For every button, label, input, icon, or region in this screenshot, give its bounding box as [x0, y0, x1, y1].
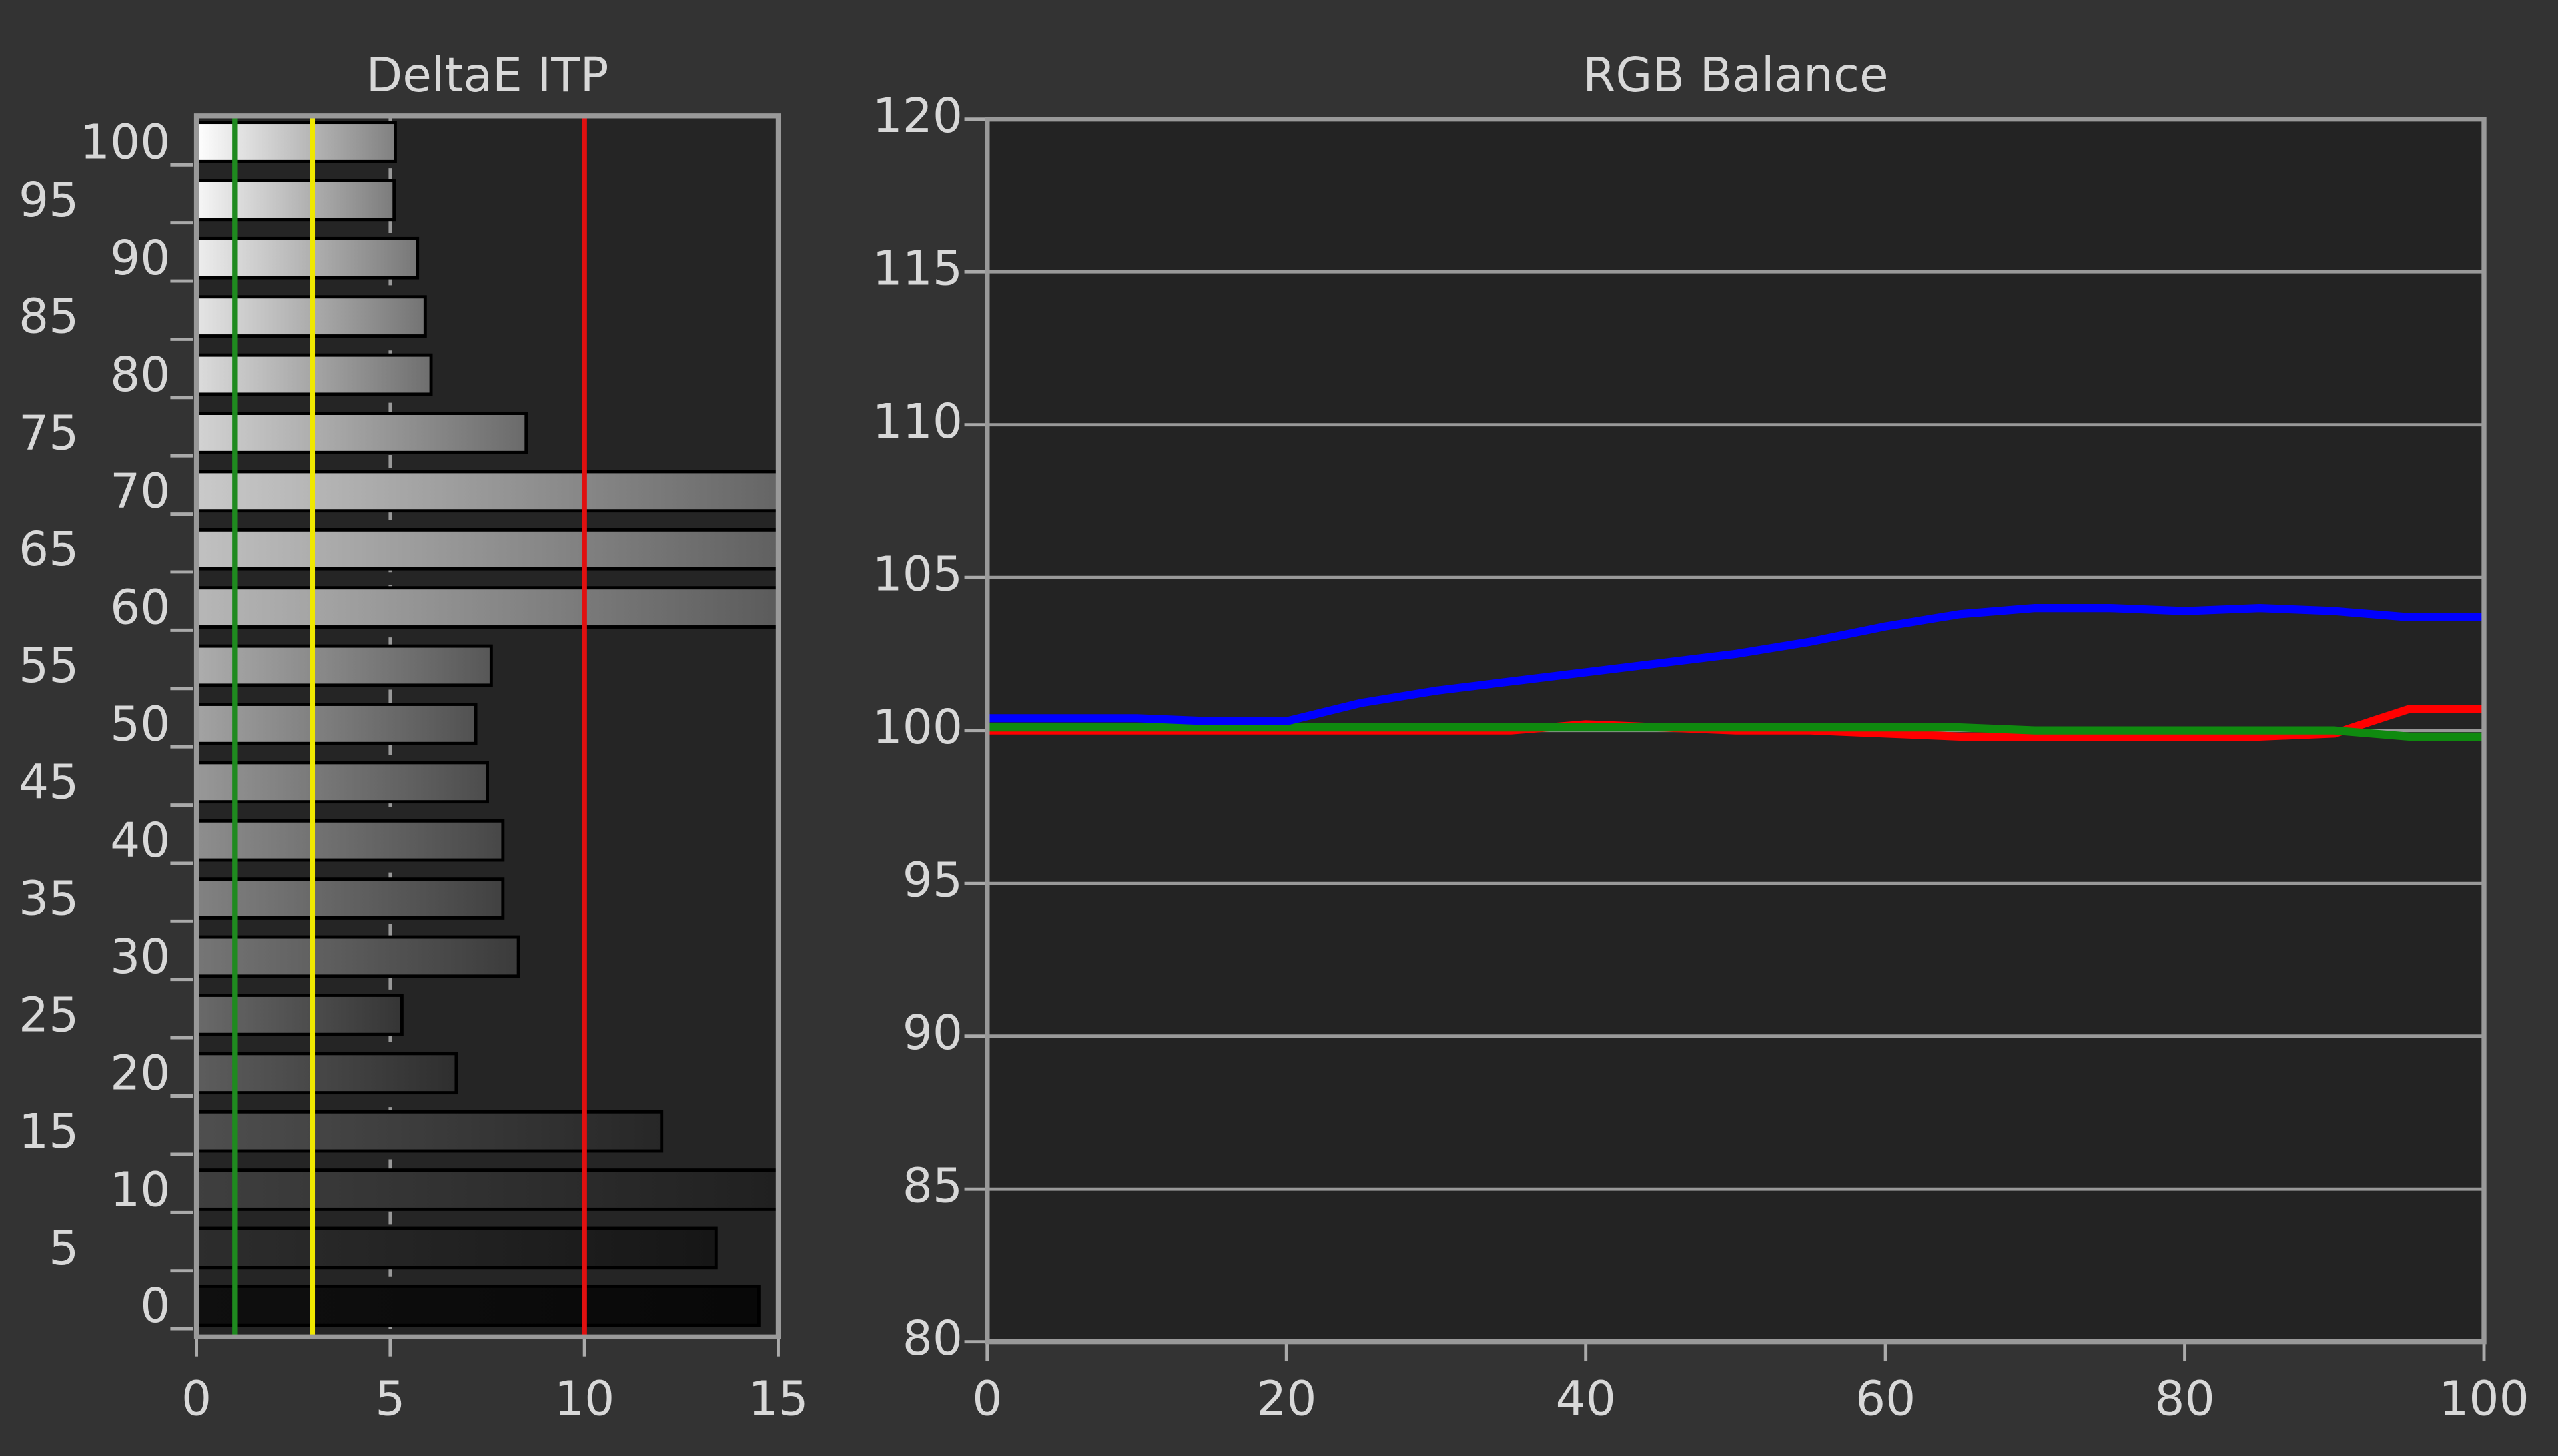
plot-border [193, 113, 781, 1339]
y-tick-label: 80 [903, 1311, 963, 1366]
y-tick-label: 60 [110, 580, 170, 635]
bar [195, 121, 397, 163]
y-tick-label: 80 [110, 347, 170, 402]
y-tick-label: 0 [140, 1278, 170, 1333]
x-tick-label: 10 [554, 1371, 614, 1427]
bar [195, 1110, 664, 1153]
bar [195, 819, 505, 862]
bar [195, 703, 478, 745]
y-tick-label: 85 [19, 289, 79, 344]
bar [195, 1168, 780, 1211]
y-tick-label: 55 [19, 638, 79, 693]
y-tick-label: 5 [49, 1220, 79, 1275]
bar [195, 761, 489, 804]
chart-title: DeltaE ITP [366, 47, 609, 103]
bar [195, 470, 780, 513]
y-tick-label: 35 [19, 871, 79, 926]
y-tick-label: 15 [19, 1104, 79, 1159]
y-tick-label: 120 [873, 88, 963, 143]
x-tick-label: 0 [181, 1371, 211, 1427]
bar [195, 236, 420, 280]
y-tick-label: 105 [873, 547, 963, 602]
y-tick-label: 100 [80, 114, 170, 169]
y-tick-label: 30 [110, 929, 170, 984]
x-tick-label: 80 [2154, 1371, 2214, 1427]
series-line [987, 603, 2485, 726]
y-tick-label: 100 [873, 699, 963, 755]
y-tick-label: 75 [19, 405, 79, 460]
y-tick-label: 10 [110, 1162, 170, 1217]
plot-border [985, 117, 2487, 1345]
bar [195, 528, 780, 571]
y-tick-label: 50 [110, 696, 170, 751]
y-tick-label: 95 [19, 173, 79, 228]
bar [195, 935, 520, 978]
bar [195, 412, 528, 454]
bar [195, 1226, 718, 1270]
bar [195, 877, 505, 920]
x-tick-label: 100 [2439, 1371, 2529, 1427]
bar [195, 994, 404, 1036]
bar [195, 586, 780, 629]
x-tick-label: 60 [1855, 1371, 1915, 1427]
y-tick-label: 90 [110, 230, 170, 286]
bar [195, 1284, 761, 1327]
bar [195, 179, 396, 222]
x-tick-label: 40 [1556, 1371, 1616, 1427]
x-tick-label: 5 [375, 1371, 405, 1427]
series-line [987, 723, 2485, 741]
y-tick-label: 45 [19, 755, 79, 810]
bar [195, 1052, 458, 1095]
chart-title: RGB Balance [1583, 47, 1889, 103]
y-tick-label: 70 [110, 464, 170, 519]
y-tick-label: 65 [19, 522, 79, 577]
y-tick-label: 115 [873, 241, 963, 296]
x-tick-label: 15 [748, 1371, 808, 1427]
y-tick-label: 110 [873, 394, 963, 449]
x-tick-label: 20 [1256, 1371, 1316, 1427]
y-tick-label: 95 [903, 853, 963, 908]
y-tick-label: 90 [903, 1005, 963, 1060]
bar [195, 644, 493, 687]
x-tick-label: 0 [972, 1371, 1002, 1427]
y-tick-label: 25 [19, 987, 79, 1042]
y-tick-label: 85 [903, 1158, 963, 1214]
y-tick-label: 40 [110, 813, 170, 868]
y-tick-label: 20 [110, 1046, 170, 1101]
